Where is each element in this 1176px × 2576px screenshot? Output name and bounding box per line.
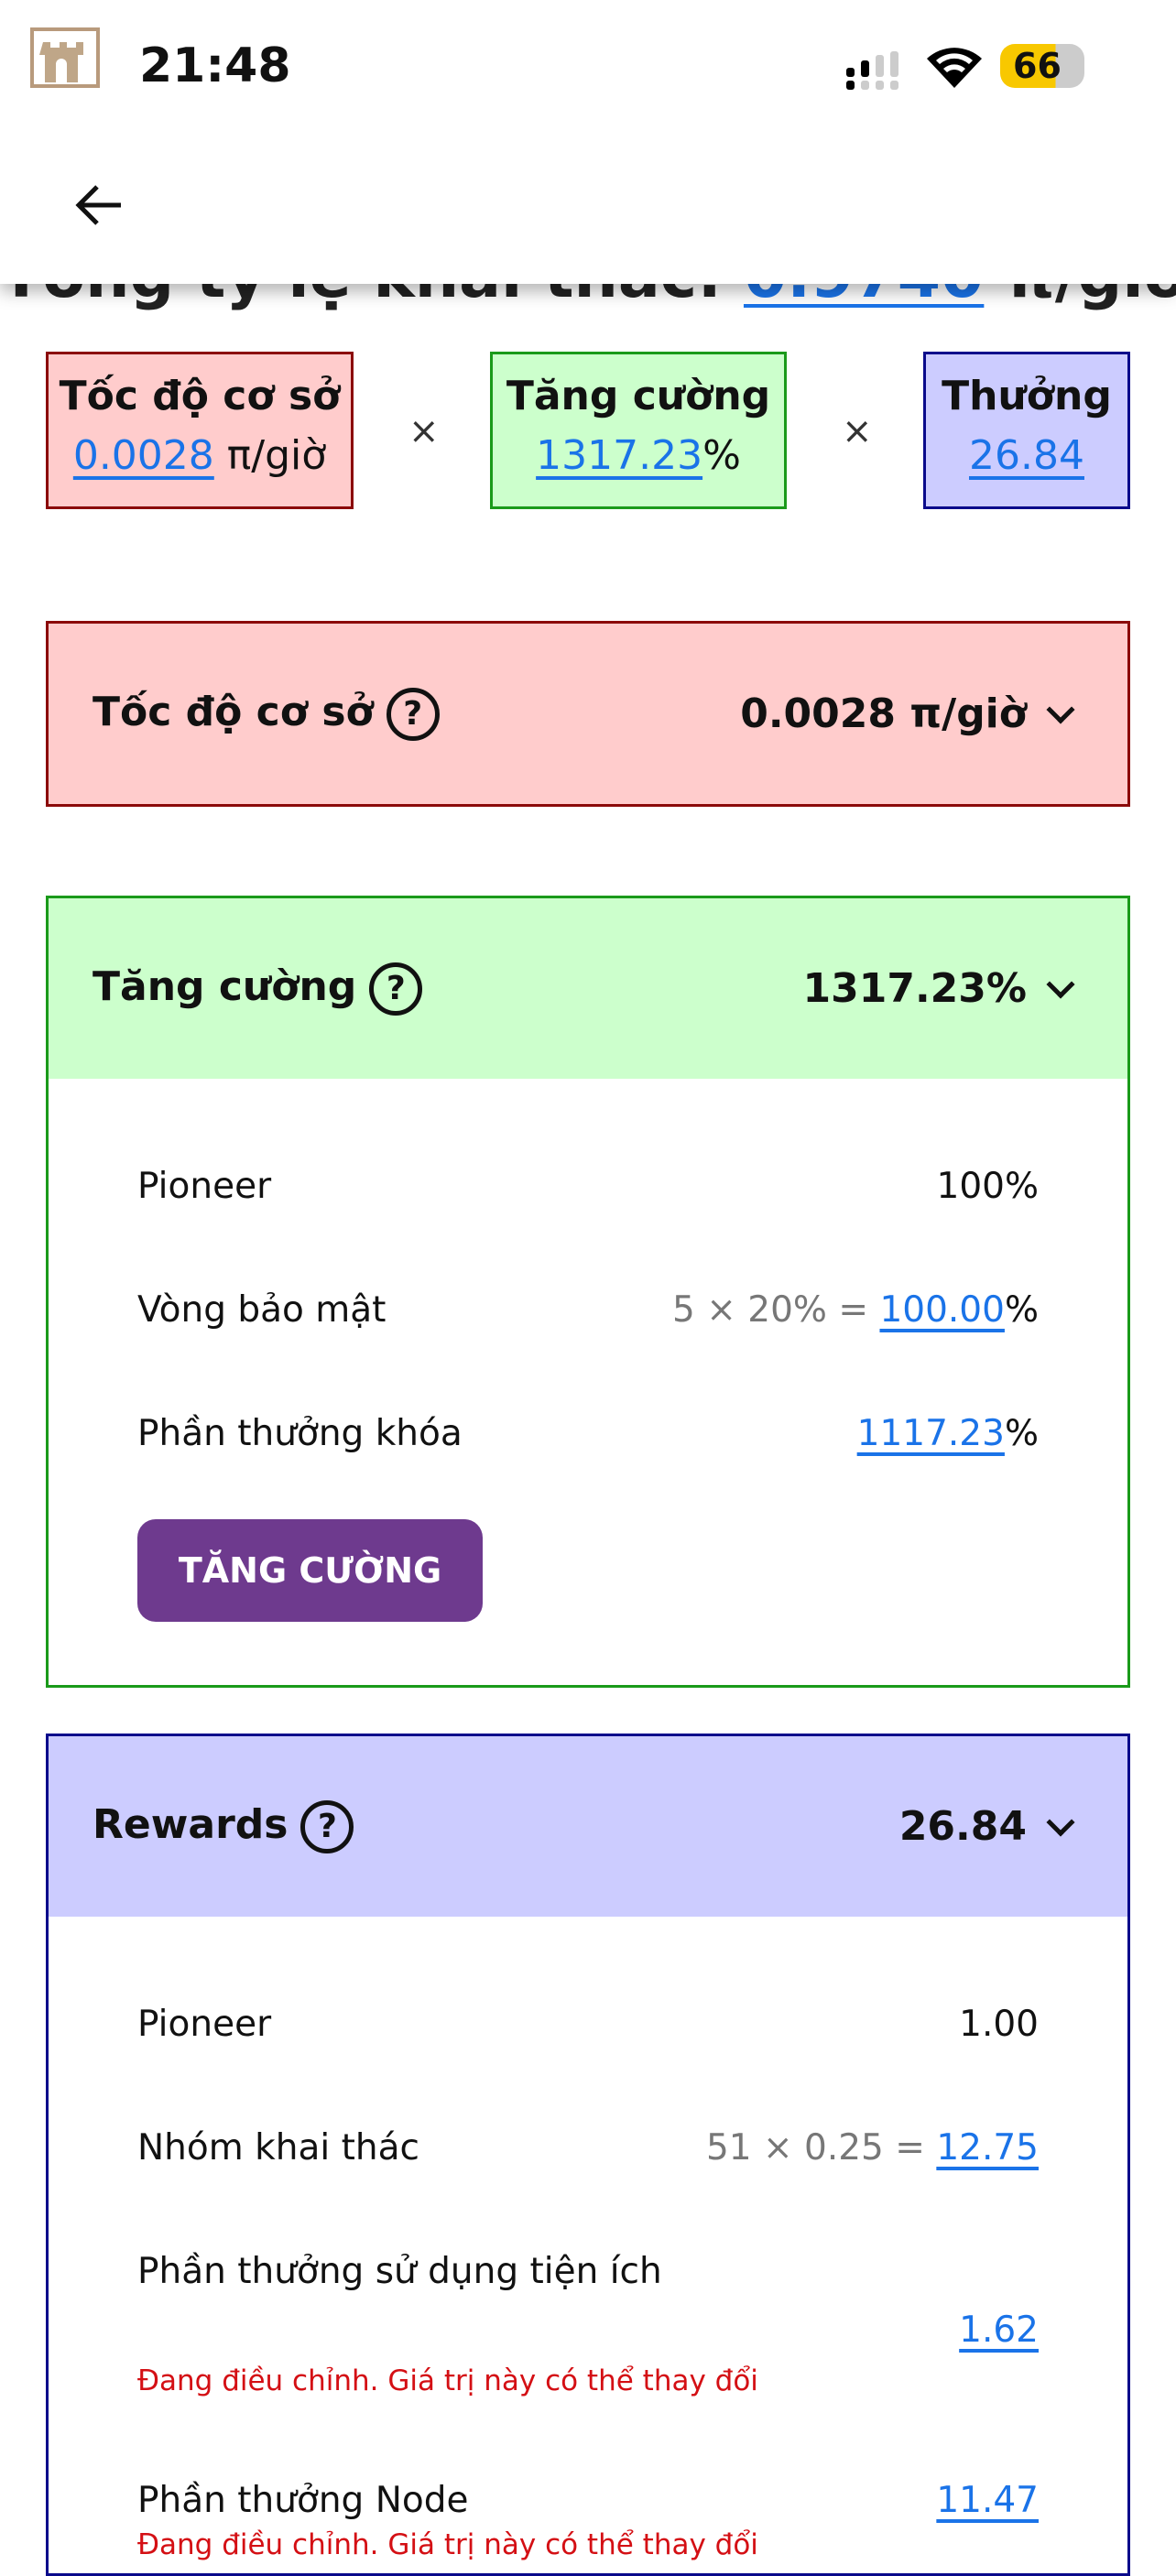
row-formula: 51 × 0.25 = [705,2127,937,2168]
row-unit: % [1004,1289,1039,1331]
boost-link[interactable]: 1317.23 [536,432,703,479]
adjustment-note: Đang điều chỉnh. Giá trị này có thể thay… [137,2528,758,2561]
row-value-link[interactable]: 12.75 [936,2127,1039,2168]
row-label: Phần thưởng Node [137,2480,469,2521]
reward-row-node: Phần thưởng Node 11.47 [137,2480,1039,2521]
boost-summary: Tăng cường 1317.23% [490,352,787,509]
section-value: 26.84 [898,1803,1027,1850]
reward-row-pioneer: Pioneer 1.00 [137,2004,1039,2045]
base-rate-section[interactable]: Tốc độ cơ sở? 0.0028 π/giờ [46,621,1130,807]
help-icon[interactable]: ? [300,1799,354,1853]
battery-indicator: 66 [1000,44,1084,88]
row-label: Pioneer [137,2004,272,2045]
chevron-down-icon[interactable] [1046,970,1075,999]
clock: 21:48 [139,38,291,93]
row-label: Phần thưởng khóa [137,1413,463,1454]
base-rate-header[interactable]: Tốc độ cơ sở? 0.0028 π/giờ [49,624,1127,804]
row-formula: 5 × 20% = [672,1289,880,1331]
multiply-sign: × [408,410,440,452]
boost-row-security-circle: Vòng bảo mật 5 × 20% = 100.00% [137,1289,1039,1331]
rewards-header[interactable]: Rewards? 26.84 [49,1736,1127,1917]
boost-label: Tăng cường [506,373,771,419]
section-value: 0.0028 π/giờ [740,690,1027,737]
section-value: 1317.23% [802,965,1028,1012]
row-value-link[interactable]: 1117.23 [856,1413,1005,1454]
castle-app-icon [30,27,100,88]
boost-unit: % [702,432,741,479]
help-icon[interactable]: ? [369,962,423,1016]
base-rate-link[interactable]: 0.0028 [72,432,214,479]
row-value: 1.00 [959,2004,1039,2045]
boost-header[interactable]: Tăng cường? 1317.23% [49,898,1127,1079]
base-rate-label: Tốc độ cơ sở [59,373,341,419]
reward-row-team: Nhóm khai thác 51 × 0.25 = 12.75 [137,2127,1039,2168]
boost-row-lockup: Phần thưởng khóa 1117.23% [137,1413,1039,1454]
wifi-icon [927,48,982,88]
section-title: Tăng cường [93,962,357,1010]
status-bar: 21:48 66 [0,0,1176,137]
help-icon[interactable]: ? [386,687,440,741]
chevron-down-icon[interactable] [1046,1808,1075,1837]
boost-section: Tăng cường? 1317.23% Pioneer 100% Vòng bả… [46,896,1130,1688]
reward-summary: Thưởng 26.84 [923,352,1130,509]
base-rate-unit: π/giờ [213,432,327,479]
row-label: Vòng bảo mật [137,1289,387,1331]
row-value-link[interactable]: 100.00 [879,1289,1005,1331]
multiply-sign: × [842,410,873,452]
section-title: Rewards [93,1800,289,1848]
row-label: Pioneer [137,1166,272,1207]
row-value-link[interactable]: 11.47 [936,2480,1039,2521]
reward-row-utility: Phần thưởng sử dụng tiện ích [137,2251,1039,2292]
reward-link[interactable]: 26.84 [969,432,1084,479]
cellular-signal-icon [846,51,898,90]
adjustment-note: Đang điều chỉnh. Giá trị này có thể thay… [137,2364,758,2397]
rewards-section: Rewards? 26.84 Pioneer 1.00 Nhóm khai thá… [46,1734,1130,2576]
reward-row-utility-value: 1.62 [137,2310,1039,2351]
boost-button[interactable]: TĂNG CƯỜNG [137,1519,483,1622]
row-value: 100% [936,1166,1040,1207]
base-rate-summary: Tốc độ cơ sở 0.0028 π/giờ [46,352,354,509]
row-unit: % [1004,1413,1039,1454]
row-label: Nhóm khai thác [137,2127,419,2168]
section-title: Tốc độ cơ sở [93,688,374,735]
back-arrow-icon[interactable] [73,183,125,227]
boost-row-pioneer: Pioneer 100% [137,1166,1039,1207]
reward-label: Thưởng [942,373,1112,419]
row-label: Phần thưởng sử dụng tiện ích [137,2251,662,2292]
row-value-link[interactable]: 1.62 [959,2310,1039,2351]
chevron-down-icon[interactable] [1046,695,1075,724]
